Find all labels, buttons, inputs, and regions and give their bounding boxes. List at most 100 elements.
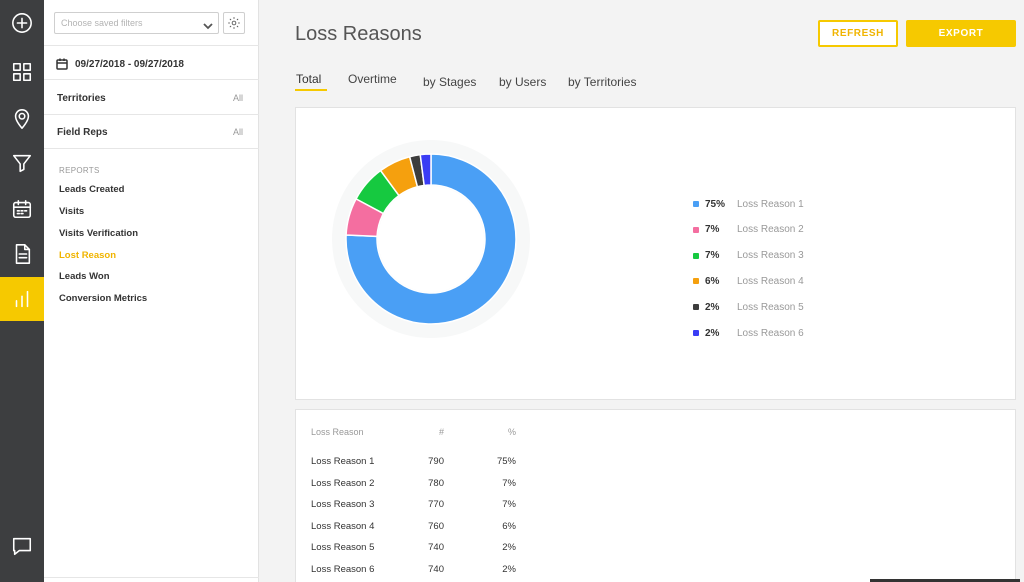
data-table: Loss Reason # % Loss Reason 1 790 75% Loss … xyxy=(295,409,1016,582)
tab-by-territories[interactable]: by Territories xyxy=(568,75,637,89)
cell-count: 740 xyxy=(428,564,444,575)
legend-label: Loss Reason 6 xyxy=(737,327,804,339)
cell-reason: Loss Reason 6 xyxy=(311,564,375,575)
date-range-text: 09/27/2018 - 09/27/2018 xyxy=(75,58,184,70)
page-title: Loss Reasons xyxy=(295,23,422,45)
legend-value: 75% xyxy=(705,198,726,210)
cell-percent: 2% xyxy=(502,564,516,575)
legend-item[interactable]: 6% Loss Reason 4 xyxy=(693,274,804,288)
cell-reason: Loss Reason 1 xyxy=(311,456,375,467)
legend-swatch xyxy=(693,304,699,311)
nav-calendar[interactable] xyxy=(0,187,44,231)
nav-documents[interactable] xyxy=(0,232,44,276)
plus-circle-icon xyxy=(12,13,32,33)
donut-slice-1[interactable] xyxy=(345,153,517,325)
nav-funnel[interactable] xyxy=(0,141,44,185)
column-header-count: # xyxy=(438,427,444,437)
cell-percent: 7% xyxy=(502,477,516,489)
horizontal-scrollbar[interactable] xyxy=(870,579,1020,582)
cell-percent: 75% xyxy=(496,456,516,467)
cell-count: 780 xyxy=(428,477,444,489)
donut-slice-6[interactable] xyxy=(419,153,432,187)
chevron-down-icon xyxy=(203,18,213,30)
legend-label: Loss Reason 4 xyxy=(737,275,804,287)
legend-value: 2% xyxy=(705,301,720,313)
tab-by-stages[interactable]: by Stages xyxy=(423,75,477,89)
legend-item[interactable]: 7% Loss Reason 2 xyxy=(693,223,804,237)
cell-percent: 6% xyxy=(502,520,516,532)
tab-overtime[interactable]: Overtime xyxy=(348,72,397,86)
tab-total[interactable]: Total xyxy=(296,72,322,86)
report-leads-created[interactable]: Leads Created xyxy=(59,184,125,195)
filter-sidebar: Choose saved filters 09/27/2018 - 09/27/… xyxy=(44,0,259,582)
donut-chart xyxy=(332,140,530,338)
active-tab-indicator xyxy=(295,89,327,91)
bar-chart-icon xyxy=(15,290,29,308)
tab-by-users[interactable]: by Users xyxy=(499,75,547,89)
divider xyxy=(44,148,259,149)
nav-dashboard[interactable] xyxy=(0,50,44,94)
filter-value: All xyxy=(232,127,243,137)
report-conversion-metrics[interactable]: Conversion Metrics xyxy=(59,293,148,304)
map-pin-icon xyxy=(14,109,30,129)
legend-label: Loss Reason 1 xyxy=(737,198,804,210)
chat-button[interactable] xyxy=(0,524,44,568)
export-button[interactable]: EXPORT xyxy=(906,20,1016,47)
filter-label: Field Reps xyxy=(57,126,108,138)
report-leads-won[interactable]: Leads Won xyxy=(59,271,110,282)
divider xyxy=(44,114,259,115)
cell-count: 790 xyxy=(428,456,444,467)
icon-rail xyxy=(0,0,44,582)
legend-swatch xyxy=(693,226,699,233)
nav-map[interactable] xyxy=(0,97,44,141)
cell-percent: 7% xyxy=(502,499,516,511)
column-header-reason: Loss Reason xyxy=(311,427,364,437)
chat-bubble-icon xyxy=(12,537,32,556)
cell-reason: Loss Reason 5 xyxy=(311,542,375,554)
legend-label: Loss Reason 2 xyxy=(737,224,804,236)
nav-reports[interactable] xyxy=(0,277,44,321)
chart-card: 75% Loss Reason 1 7% Loss Reason 2 7% Loss Re… xyxy=(295,107,1016,400)
add-button[interactable] xyxy=(0,1,44,45)
calendar-icon xyxy=(12,199,32,219)
report-lost-reason[interactable]: Lost Reason xyxy=(59,250,117,261)
legend-value: 2% xyxy=(705,327,720,339)
cell-reason: Loss Reason 3 xyxy=(311,499,375,511)
legend-swatch xyxy=(693,330,699,336)
legend-item[interactable]: 2% Loss Reason 5 xyxy=(693,300,804,314)
legend-value: 7% xyxy=(705,250,720,262)
legend-value: 7% xyxy=(705,224,720,236)
legend-swatch xyxy=(693,252,699,259)
refresh-button[interactable]: REFRESH xyxy=(818,20,898,47)
filter-label: Territories xyxy=(57,92,106,104)
cell-count: 770 xyxy=(428,499,444,511)
legend-label: Loss Reason 5 xyxy=(737,301,804,313)
donut-hole xyxy=(378,186,484,292)
filter-field-reps[interactable]: Field Reps All xyxy=(44,122,259,142)
legend-value: 6% xyxy=(705,275,720,287)
cell-reason: Loss Reason 4 xyxy=(311,520,375,532)
cell-count: 760 xyxy=(428,520,444,532)
grid-icon xyxy=(12,62,32,82)
date-range-picker[interactable]: 09/27/2018 - 09/27/2018 xyxy=(56,56,184,72)
report-visits[interactable]: Visits xyxy=(59,206,85,217)
cell-count: 740 xyxy=(428,542,444,554)
legend-swatch xyxy=(693,278,699,285)
filter-funnel-icon xyxy=(12,154,32,173)
gear-icon xyxy=(228,17,240,29)
legend-item[interactable]: 2% Loss Reason 6 xyxy=(693,326,804,340)
document-icon xyxy=(15,244,31,264)
report-visits-verification[interactable]: Visits Verification xyxy=(59,228,139,239)
legend-item[interactable]: 75% Loss Reason 1 xyxy=(693,197,804,211)
filter-value: All xyxy=(232,93,243,103)
divider xyxy=(44,577,259,578)
filter-territories[interactable]: Territories All xyxy=(44,88,259,108)
column-header-percent: % xyxy=(507,427,516,437)
legend-label: Loss Reason 3 xyxy=(737,250,804,262)
divider xyxy=(44,79,259,80)
calendar-small-icon xyxy=(56,58,68,70)
filter-settings-button[interactable] xyxy=(223,12,245,34)
saved-filters-select[interactable]: Choose saved filters xyxy=(54,12,219,34)
legend-item[interactable]: 7% Loss Reason 3 xyxy=(693,249,804,263)
reports-heading: REPORTS xyxy=(59,166,100,175)
